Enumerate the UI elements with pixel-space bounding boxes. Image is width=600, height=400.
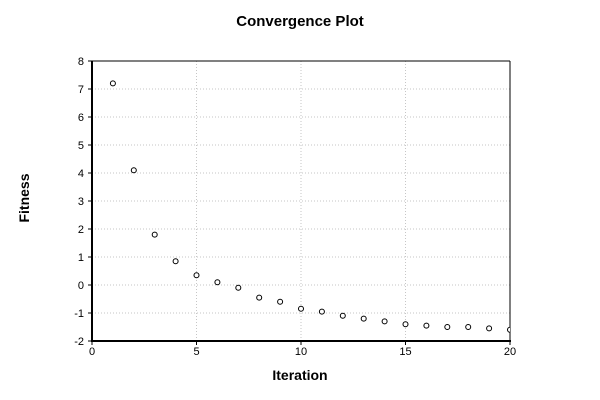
- data-point: [465, 324, 472, 330]
- x-axis-title: Iteration: [272, 367, 328, 383]
- x-tick-label: 10: [295, 346, 307, 358]
- chart-title: Convergence Plot: [236, 13, 364, 30]
- y-tick-label: -2: [74, 336, 84, 348]
- y-tick-label: 4: [78, 168, 84, 180]
- y-tick-label: 1: [78, 252, 84, 264]
- data-point: [214, 279, 221, 286]
- y-tick-label: 5: [78, 140, 84, 152]
- data-point: [193, 272, 200, 279]
- data-point: [235, 284, 242, 291]
- data-point: [402, 321, 409, 328]
- y-tick-label: 6: [78, 112, 84, 124]
- data-point: [277, 298, 284, 305]
- x-tick-label: 0: [89, 346, 95, 358]
- data-point: [298, 305, 304, 312]
- x-tick-label: 20: [504, 346, 516, 358]
- data-point: [109, 80, 116, 87]
- data-point: [318, 308, 325, 315]
- data-points: [109, 80, 510, 333]
- y-tick-label: 8: [78, 56, 84, 68]
- data-point: [256, 294, 263, 301]
- data-point: [130, 167, 137, 174]
- data-point: [339, 312, 346, 319]
- y-tick-label: 7: [78, 84, 84, 96]
- y-tick-label: 3: [78, 196, 84, 208]
- y-tick-label: 0: [78, 280, 84, 292]
- y-tick-label: -1: [74, 308, 84, 320]
- x-tick-label: 5: [193, 346, 199, 358]
- data-point: [444, 324, 451, 330]
- data-point: [507, 326, 510, 333]
- data-point: [360, 315, 367, 322]
- y-tick-label: 2: [78, 224, 84, 236]
- data-point: [486, 325, 493, 332]
- data-point: [423, 322, 430, 329]
- data-point: [172, 258, 179, 265]
- data-point: [151, 231, 158, 238]
- data-point: [381, 318, 388, 325]
- x-tick-label: 15: [399, 346, 411, 358]
